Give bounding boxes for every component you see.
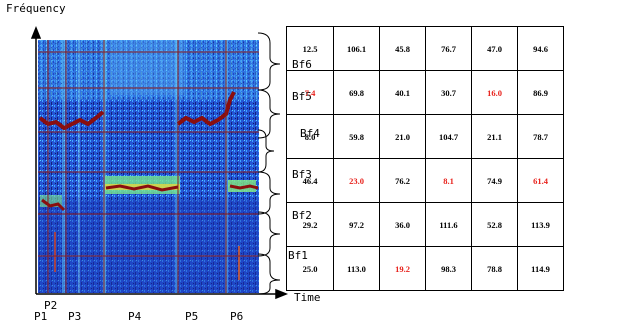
table-cell: 76.7 [425, 26, 472, 71]
period-label-p6: P6 [230, 310, 244, 323]
table-cell: 98.3 [425, 246, 472, 291]
table-row-bf1: 25.0 113.0 19.2 98.3 78.8 114.9 [286, 246, 564, 291]
table-cell: 7.4 [286, 70, 334, 115]
table-cell: 106.1 [333, 26, 380, 71]
table-cell: 78.8 [471, 246, 518, 291]
table-cell: 104.7 [425, 114, 472, 159]
table-cell: 113.0 [333, 246, 380, 291]
table-row-bf4: 8.0 59.8 21.0 104.7 21.1 78.7 [286, 114, 564, 159]
table-cell: 40.1 [379, 70, 426, 115]
period-label-p5: P5 [185, 310, 199, 323]
values-table: 12.5 106.1 45.8 76.7 47.0 94.6 7.4 69.8 40.1 30.7… [286, 26, 564, 291]
table-cell: 97.2 [333, 202, 380, 247]
table-row-bf5: 7.4 69.8 40.1 30.7 16.0 86.9 [286, 70, 564, 115]
table-cell: 47.0 [471, 26, 518, 71]
period-grid-lines [47, 40, 227, 293]
table-cell: 113.9 [517, 202, 564, 247]
band-braces [257, 32, 281, 295]
period-label-p2: P2 [44, 299, 58, 312]
axes [30, 25, 289, 300]
y-axis-label: Fréquency [6, 2, 66, 15]
table-cell: 94.6 [517, 26, 564, 71]
table-cell: 36.0 [379, 202, 426, 247]
table-cell: 46.4 [286, 158, 334, 203]
table-cell: 74.9 [471, 158, 518, 203]
table-cell: 12.5 [286, 26, 334, 71]
period-label-p4: P4 [128, 310, 142, 323]
table-cell: 29.2 [286, 202, 334, 247]
table-cell: 78.7 [517, 114, 564, 159]
table-cell: 76.2 [379, 158, 426, 203]
table-cell: 45.8 [379, 26, 426, 71]
table-row-bf6: 12.5 106.1 45.8 76.7 47.0 94.6 [286, 26, 564, 71]
table-cell: 59.8 [333, 114, 380, 159]
period-label-p3: P3 [68, 310, 82, 323]
table-cell: 114.9 [517, 246, 564, 291]
table-cell: 61.4 [517, 158, 564, 203]
period-label-p1: P1 [34, 310, 48, 323]
table-cell: 30.7 [425, 70, 472, 115]
band-grid-lines [38, 51, 259, 257]
table-cell: 21.1 [471, 114, 518, 159]
table-cell: 86.9 [517, 70, 564, 115]
table-cell: 69.8 [333, 70, 380, 115]
table-row-bf2: 29.2 97.2 36.0 111.6 52.8 113.9 [286, 202, 564, 247]
table-cell: 21.0 [379, 114, 426, 159]
table-row-bf3: 46.4 23.0 76.2 8.1 74.9 61.4 [286, 158, 564, 203]
table-cell: 19.2 [379, 246, 426, 291]
table-cell: 52.8 [471, 202, 518, 247]
table-cell: 8.1 [425, 158, 472, 203]
table-cell: 25.0 [286, 246, 334, 291]
table-cell: 8.0 [286, 114, 334, 159]
table-cell: 111.6 [425, 202, 472, 247]
x-axis-label: Time [294, 291, 321, 304]
table-cell: 23.0 [333, 158, 380, 203]
table-cell: 16.0 [471, 70, 518, 115]
